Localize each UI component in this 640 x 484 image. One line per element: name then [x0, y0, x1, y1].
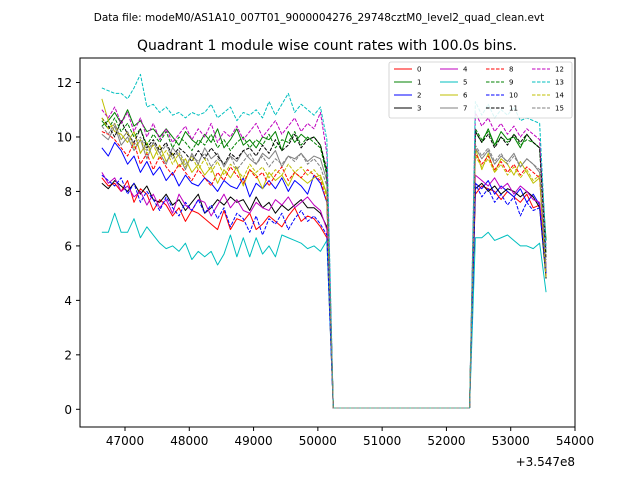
legend-label-6: 6 [463, 92, 468, 100]
y-tick-label: 4 [64, 294, 72, 308]
chart-title: Quadrant 1 module wise count rates with … [137, 38, 517, 54]
x-tick-label: 52000 [427, 434, 465, 448]
legend-label-12: 12 [555, 66, 564, 74]
x-tick-label: 49000 [234, 434, 272, 448]
x-tick-label: 51000 [363, 434, 401, 448]
series-line-7 [101, 125, 547, 409]
legend-label-14: 14 [555, 92, 564, 100]
y-tick-label: 12 [57, 76, 72, 90]
series-line-3 [101, 180, 547, 409]
series-line-15 [101, 122, 547, 409]
legend-label-13: 13 [555, 79, 564, 87]
series-line-14 [101, 117, 547, 409]
legend-label-0: 0 [417, 66, 421, 74]
data-file-label: Data file: modeM0/AS1A10_007T01_90000042… [94, 12, 545, 24]
legend-label-9: 9 [509, 79, 513, 87]
series-line-2 [101, 141, 547, 409]
x-offset-label: +3.547e8 [516, 455, 575, 469]
y-tick-label: 10 [57, 130, 72, 144]
legend-label-4: 4 [463, 66, 468, 74]
series-line-9 [101, 117, 547, 409]
series-layer [101, 73, 547, 409]
series-line-5 [101, 212, 547, 409]
series-line-11 [101, 117, 547, 409]
legend-label-5: 5 [463, 79, 467, 87]
legend-label-8: 8 [509, 66, 513, 74]
y-tick-label: 8 [64, 185, 72, 199]
y-axis: 0 2 4 6 8 10 12 [57, 76, 80, 417]
x-tick-label: 53000 [492, 434, 530, 448]
legend-label-2: 2 [417, 92, 421, 100]
y-tick-label: 0 [64, 403, 72, 417]
x-tick-label: 50000 [299, 434, 337, 448]
legend-label-7: 7 [463, 105, 467, 113]
series-line-1 [101, 109, 547, 409]
x-tick-label: 47000 [106, 434, 144, 448]
series-line-4 [101, 172, 547, 409]
series-line-8 [101, 131, 547, 409]
x-tick-label: 48000 [170, 434, 208, 448]
legend-box [388, 61, 573, 119]
series-line-12 [101, 106, 547, 409]
plot-frame [79, 57, 576, 428]
y-tick-label: 6 [64, 239, 72, 253]
legend-label-11: 11 [509, 105, 518, 113]
legend-label-10: 10 [509, 92, 518, 100]
legend-label-3: 3 [417, 105, 421, 113]
series-line-10 [101, 174, 547, 409]
y-tick-label: 2 [64, 348, 72, 362]
x-axis: 47000 48000 49000 50000 51000 52000 53000 54000 [106, 427, 594, 448]
x-tick-label: 54000 [556, 434, 594, 448]
legend-label-1: 1 [417, 79, 421, 87]
legend-label-15: 15 [555, 105, 564, 113]
